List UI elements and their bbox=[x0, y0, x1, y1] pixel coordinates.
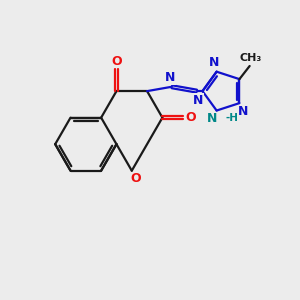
Text: N: N bbox=[165, 71, 176, 84]
Text: N: N bbox=[238, 105, 248, 119]
Text: N: N bbox=[193, 94, 203, 107]
Text: N: N bbox=[207, 112, 217, 125]
Text: O: O bbox=[111, 55, 122, 68]
Text: -H: -H bbox=[226, 113, 239, 123]
Text: CH₃: CH₃ bbox=[240, 53, 262, 63]
Text: O: O bbox=[186, 111, 196, 124]
Text: N: N bbox=[208, 56, 219, 70]
Text: O: O bbox=[130, 172, 141, 185]
